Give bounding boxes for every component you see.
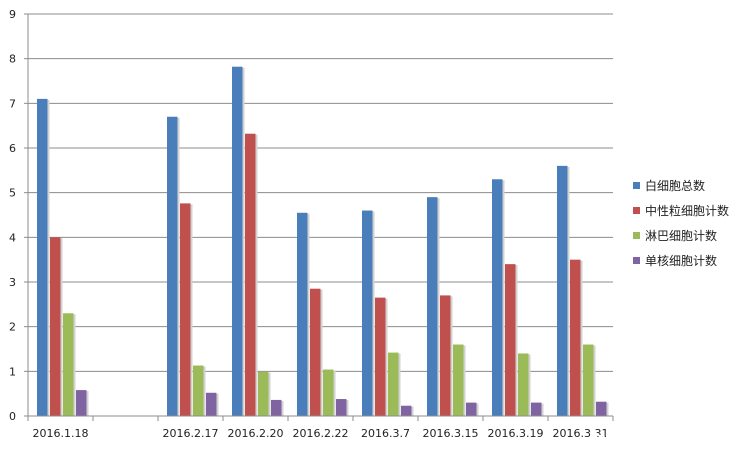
bar: [453, 344, 464, 416]
bar: [310, 288, 321, 416]
bar: [427, 197, 438, 416]
x-axis-ticks: 2016.1.18 2016.2.17 2016.2.20 2016.2.22 2016…: [27, 416, 614, 440]
bar: [271, 399, 282, 416]
x-tick-label: 2016.3.31: [553, 427, 609, 440]
x-tick-label: 2016.3.19: [488, 427, 544, 440]
bar: [518, 353, 529, 416]
y-tick-label: 1: [9, 365, 16, 378]
bars: [37, 66, 609, 416]
bar: [362, 210, 373, 416]
y-tick-label: 4: [9, 231, 16, 244]
bar: [557, 165, 568, 416]
bar: [531, 402, 542, 416]
y-tick-label: 5: [9, 187, 16, 200]
bar: [63, 313, 74, 416]
bar: [167, 116, 178, 416]
legend-label: 单核细胞计数: [645, 253, 717, 268]
x-tick-label: 2016.3.7: [361, 427, 410, 440]
x-tick-label: 2016.3.15: [423, 427, 479, 440]
bar: [258, 371, 269, 416]
bar: [232, 66, 243, 416]
y-tick-label: 9: [9, 8, 16, 21]
bar: [466, 402, 477, 416]
bar: [401, 405, 412, 416]
axes: [27, 14, 613, 417]
bar: [440, 295, 451, 416]
bar: [492, 179, 503, 416]
bar: [505, 264, 516, 416]
bar: [583, 344, 594, 416]
legend-swatch: [633, 182, 640, 189]
bar: [76, 390, 87, 416]
bar: [245, 133, 256, 416]
legend-swatch: [633, 232, 640, 239]
y-tick-label: 7: [9, 97, 16, 110]
x-tick-label: 2016.2.22: [293, 427, 349, 440]
bar: [37, 98, 48, 416]
y-axis-ticks: 0 1 2 3 4 5 6 7 8 9: [9, 8, 28, 423]
y-tick-label: 8: [9, 53, 16, 66]
bar: [336, 399, 347, 416]
gridlines: [28, 13, 613, 372]
bar: [570, 259, 581, 416]
legend-label: 淋巴细胞计数: [645, 228, 717, 243]
bar: [596, 401, 607, 416]
bar: [206, 392, 217, 416]
x-tick-label: 2016.2.17: [163, 427, 219, 440]
bar: [50, 237, 61, 416]
legend-label: 中性粒细胞计数: [645, 203, 729, 218]
bar: [193, 365, 204, 416]
y-tick-label: 6: [9, 142, 16, 155]
y-tick-label: 0: [9, 410, 16, 423]
bar: [297, 212, 308, 416]
x-tick-label: 2016.2.20: [228, 427, 284, 440]
legend-swatch: [633, 257, 640, 264]
bar: [388, 352, 399, 416]
legend-label: 白细胞总数: [645, 178, 705, 193]
bar: [323, 369, 334, 416]
y-tick-label: 3: [9, 276, 16, 289]
x-tick-label: 2016.1.18: [33, 427, 89, 440]
y-tick-label: 2: [9, 321, 16, 334]
legend-swatch: [633, 207, 640, 214]
watermark-text: www.yuaigongwu.com: [591, 431, 748, 444]
bar: [180, 203, 191, 416]
bar: [375, 297, 386, 416]
